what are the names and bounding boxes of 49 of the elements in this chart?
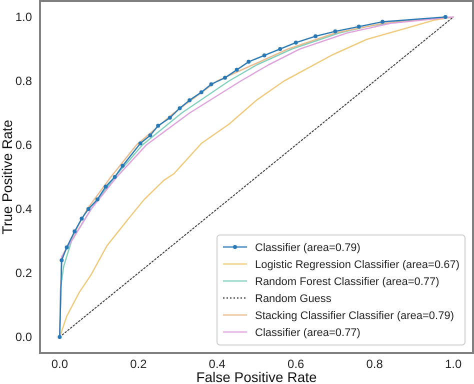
point bbox=[356, 24, 361, 29]
y-axis-title: True Positive Rate bbox=[0, 119, 15, 234]
point bbox=[148, 133, 152, 138]
point bbox=[156, 124, 160, 128]
point bbox=[278, 47, 282, 51]
point bbox=[104, 184, 108, 189]
x-tick-label: 0.8 bbox=[366, 357, 384, 371]
point bbox=[443, 15, 448, 19]
legend-label: Classifier (area=0.77) bbox=[255, 327, 360, 339]
point bbox=[120, 164, 125, 168]
point bbox=[112, 175, 117, 179]
legend-label: Stacking Classifier Classifier (area=0.79) bbox=[255, 310, 454, 322]
legend-label: Classifier (area=0.79) bbox=[255, 242, 360, 254]
point bbox=[60, 258, 64, 262]
point bbox=[178, 106, 182, 110]
x-tick-label: 0.0 bbox=[51, 357, 68, 371]
x-axis-title: False Positive Rate bbox=[196, 369, 318, 384]
point bbox=[246, 60, 251, 64]
x-tick-label: 0.4 bbox=[208, 357, 226, 371]
y-tick-label: 0.2 bbox=[15, 266, 32, 280]
legend-label: Random Forest Classifier (area=0.77) bbox=[255, 276, 440, 288]
point bbox=[188, 98, 192, 102]
point bbox=[86, 207, 90, 211]
point bbox=[223, 76, 228, 80]
point bbox=[199, 90, 204, 94]
point bbox=[262, 53, 266, 58]
y-tick-label: 0.6 bbox=[15, 138, 32, 152]
point bbox=[80, 216, 84, 221]
point bbox=[380, 20, 384, 24]
point bbox=[294, 40, 298, 45]
point bbox=[138, 141, 142, 146]
point bbox=[72, 229, 77, 234]
x-tick-label: 1.0 bbox=[444, 357, 462, 371]
x-tick-label: 0.6 bbox=[288, 357, 305, 371]
y-tick-label: 0.4 bbox=[15, 202, 32, 216]
y-tick-label: 0.8 bbox=[15, 74, 32, 88]
point bbox=[168, 116, 172, 120]
legend-label: Logistic Regression Classifier (area=0.67) bbox=[255, 259, 460, 271]
y-tick-label: 1.0 bbox=[15, 10, 32, 24]
point bbox=[314, 34, 318, 38]
point bbox=[234, 68, 239, 72]
point bbox=[209, 82, 214, 86]
point bbox=[95, 197, 100, 202]
legend-label: Random Guess bbox=[255, 293, 332, 305]
point bbox=[333, 29, 338, 34]
point bbox=[64, 245, 69, 250]
point bbox=[58, 335, 62, 339]
y-tick-label: 0.0 bbox=[15, 330, 32, 344]
x-tick-label: 0.2 bbox=[130, 357, 148, 371]
